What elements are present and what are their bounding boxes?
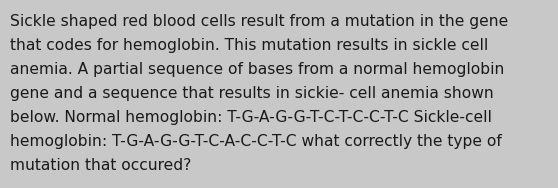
Text: that codes for hemoglobin. This mutation results in sickle cell: that codes for hemoglobin. This mutation… bbox=[10, 38, 488, 53]
Text: gene and a sequence that results in sickie- cell anemia shown: gene and a sequence that results in sick… bbox=[10, 86, 494, 101]
Text: below. Normal hemoglobin: T-G-A-G-G-T-C-T-C-C-T-C Sickle-cell: below. Normal hemoglobin: T-G-A-G-G-T-C-… bbox=[10, 110, 492, 125]
Text: Sickle shaped red blood cells result from a mutation in the gene: Sickle shaped red blood cells result fro… bbox=[10, 14, 508, 29]
Text: mutation that occured?: mutation that occured? bbox=[10, 158, 191, 173]
Text: hemoglobin: T-G-A-G-G-T-C-A-C-C-T-C what correctly the type of: hemoglobin: T-G-A-G-G-T-C-A-C-C-T-C what… bbox=[10, 134, 502, 149]
Text: anemia. A partial sequence of bases from a normal hemoglobin: anemia. A partial sequence of bases from… bbox=[10, 62, 504, 77]
